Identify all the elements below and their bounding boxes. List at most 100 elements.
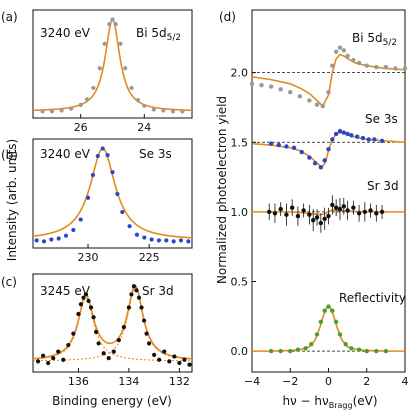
panel-d-series-1-point bbox=[356, 60, 362, 66]
panel-a-xtick-label: 26 bbox=[74, 121, 88, 134]
panel-b-point bbox=[90, 172, 96, 178]
panel-b-point bbox=[127, 224, 132, 229]
panel-a-point bbox=[91, 85, 96, 91]
panel-a-point bbox=[84, 97, 90, 102]
panel-b-point bbox=[49, 237, 54, 242]
panel-a-point bbox=[135, 98, 141, 103]
panel-c-point bbox=[167, 359, 172, 364]
panel-d-series-2-point bbox=[354, 134, 360, 139]
panel-b-point bbox=[134, 232, 140, 237]
panel-a-xtick-label: 24 bbox=[137, 121, 151, 134]
panel-c-component-curve bbox=[32, 287, 193, 362]
panel-a-point bbox=[110, 17, 115, 22]
panel-d-series-1-point bbox=[341, 48, 346, 53]
panel-c-point bbox=[121, 324, 126, 330]
panel-d-ytick-label: 0.5 bbox=[231, 276, 249, 289]
panel-d-series-3-point bbox=[341, 204, 346, 209]
left-xlabel: Binding energy (eV) bbox=[52, 394, 172, 408]
panel-a-point bbox=[102, 41, 107, 46]
panel-c-point bbox=[61, 357, 66, 362]
panel-c-point bbox=[46, 360, 51, 366]
panel-d-series-2-point bbox=[349, 133, 354, 138]
panel-c-point bbox=[147, 341, 152, 346]
panel-d-series-3-point bbox=[318, 220, 324, 226]
panel-d-ytick-label: 1.0 bbox=[231, 206, 249, 219]
panel-c-point bbox=[129, 292, 134, 297]
panel-d-series-4-point bbox=[322, 308, 327, 313]
panel-d-series-1-point bbox=[326, 89, 331, 95]
panel-d-series-1-point bbox=[393, 66, 398, 71]
panel-d-series-4-point bbox=[295, 347, 301, 352]
panel-d-series-2-point bbox=[307, 155, 312, 160]
panel-d-series-3-point bbox=[351, 205, 356, 210]
panel-d-series-2-point bbox=[284, 144, 289, 149]
panel-a-energy: 3240 eV bbox=[40, 26, 91, 40]
panel-b-point bbox=[71, 227, 76, 233]
panel-b-point bbox=[186, 239, 191, 244]
panel-d-series-4-point bbox=[326, 304, 331, 309]
panel-c-point bbox=[88, 305, 94, 310]
panel-c-point bbox=[81, 295, 86, 300]
panel-c-point bbox=[177, 360, 182, 366]
panel-d-series-2-point bbox=[345, 131, 350, 137]
panel-d-series-3-point bbox=[278, 206, 283, 212]
panel-d-series-1-point bbox=[314, 102, 320, 107]
panel-d-ytick-label: 2.0 bbox=[231, 67, 249, 80]
panel-c-point bbox=[76, 311, 81, 317]
panel-b-point bbox=[149, 237, 154, 242]
panel-a-point bbox=[40, 109, 45, 114]
panel-d-series-1-point bbox=[297, 94, 303, 99]
panel-d-series-2-point bbox=[299, 149, 304, 155]
panel-c-core: Sr 3d bbox=[142, 284, 174, 298]
panel-d-series-3-point bbox=[267, 209, 272, 215]
panel-b-point bbox=[164, 238, 169, 243]
panel-c-point bbox=[101, 351, 106, 356]
panel-c-point bbox=[162, 349, 167, 354]
panel-c-point bbox=[172, 354, 177, 359]
panel-b-point bbox=[110, 170, 115, 175]
panel-d-ytick-label: 1.5 bbox=[231, 136, 249, 149]
panel-c-point bbox=[94, 329, 99, 335]
panel-d-series-2-point bbox=[318, 165, 324, 170]
panel-a-letter: (a) bbox=[1, 10, 18, 24]
series-label-main: Se 3s bbox=[365, 112, 398, 126]
panel-d-series-1-point bbox=[307, 98, 312, 103]
panel-d-series-4-point bbox=[364, 348, 369, 354]
panel-c-point bbox=[96, 341, 101, 346]
panel-d-series-3-point bbox=[322, 216, 327, 222]
panel-d-series-1-point bbox=[374, 64, 379, 70]
panel-d-series-2-point bbox=[326, 147, 331, 152]
panel-d-series-3-point bbox=[330, 202, 335, 208]
panel-d-series-4-point bbox=[374, 348, 379, 354]
panel-d-series-1-point bbox=[337, 45, 343, 50]
panel-a-point bbox=[142, 103, 147, 108]
panel-d-series-1-point bbox=[288, 89, 293, 95]
panel-d-series-1-point bbox=[259, 82, 264, 88]
panel-a-point bbox=[49, 109, 55, 114]
panel-d-series-4-point bbox=[303, 346, 308, 351]
panel-a-point bbox=[129, 85, 134, 91]
panel-a-point bbox=[161, 108, 166, 113]
panel-d-series-1-point bbox=[249, 81, 255, 86]
panel-d-series-3-point bbox=[379, 209, 385, 215]
panel-b-point bbox=[95, 153, 100, 159]
panel-d-series-1-fit-curve bbox=[251, 53, 406, 107]
panel-c-point bbox=[187, 362, 192, 367]
panel-d-series-1-point bbox=[333, 49, 339, 54]
panel-c-xtick-label: 136 bbox=[68, 375, 89, 388]
panel-d-series-3-label: Sr 3d bbox=[367, 179, 399, 193]
panel-b-point bbox=[63, 233, 69, 238]
series-label-main: Reflectivity bbox=[339, 291, 406, 305]
panel-d-series-4-label: Reflectivity bbox=[339, 291, 406, 305]
panel-d-series-1-point bbox=[402, 66, 408, 71]
panel-b-fit-curve bbox=[32, 147, 193, 239]
panel-a-core: Bi 5d5/2 bbox=[136, 26, 181, 43]
panel-c-component-curve bbox=[32, 297, 193, 362]
panel-b-point bbox=[78, 217, 83, 222]
panel-b-point bbox=[156, 238, 162, 243]
panel-c-point bbox=[66, 342, 71, 348]
panel-d-series-2-point bbox=[337, 128, 343, 134]
series-label-main: Sr 3d bbox=[367, 179, 399, 193]
panel-d-xtick-label: 0 bbox=[325, 375, 332, 388]
panel-c-energy: 3245 eV bbox=[40, 284, 91, 298]
